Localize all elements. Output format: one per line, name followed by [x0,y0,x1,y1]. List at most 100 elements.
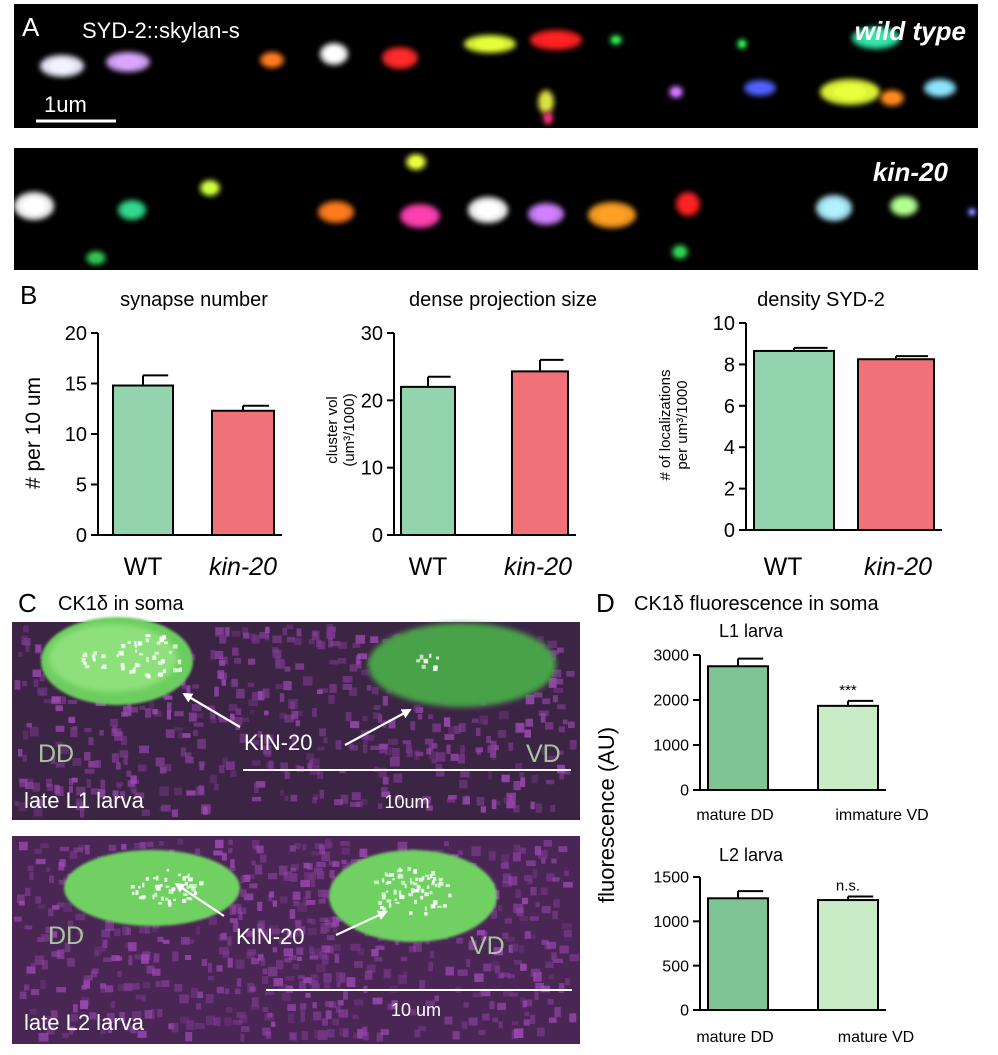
y-axis-label: cluster vol [324,396,341,464]
y-tick-label: 0 [76,525,87,547]
signal-noise [491,754,497,760]
speck [392,878,395,881]
signal-noise [332,1018,339,1026]
speck [120,663,125,667]
signal-noise [133,842,143,849]
speck [160,659,165,664]
signal-noise [524,999,533,1007]
speck [179,667,182,672]
signal-noise [251,760,261,766]
signal-noise [273,978,283,987]
signal-noise [435,768,445,777]
signal-noise [232,647,239,656]
signal-noise [348,687,358,696]
signal-noise [427,714,434,720]
signal-noise [224,1017,232,1026]
signal-noise [293,900,299,907]
bar [817,704,879,791]
signal-noise [35,798,43,808]
bar [753,349,835,531]
signal-noise [566,670,575,677]
punctum-core [545,114,551,122]
signal-noise [281,992,291,1002]
signal-noise [400,956,408,962]
signal-noise [151,925,158,933]
bar [707,665,769,791]
speck [399,894,405,899]
signal-noise [312,707,317,718]
signal-noise [39,673,45,682]
signal-noise [322,1018,328,1026]
signal-noise [302,844,307,851]
signal-noise [457,850,463,856]
signal-noise [360,798,368,806]
signal-noise [285,976,295,981]
signal-noise [558,846,568,853]
kin20-arrow [174,882,225,917]
signal-noise [431,759,437,764]
x-label-mature-dd: mature DD [696,807,773,824]
punctum-core [885,93,899,103]
signal-noise [553,899,560,908]
signal-noise [135,994,146,1000]
signal-noise [288,699,299,709]
signal-noise [235,959,245,969]
scale-bar-label: 10 um [391,1000,441,1020]
chart-synapse-number: synapse number # per 10 um 0 5 10 15 20 WT k… [22,289,282,581]
signal-noise [519,915,528,922]
signal-noise [519,772,524,778]
signal-noise [384,969,391,977]
signal-noise [479,715,489,724]
y-axis-label: fluorescence (AU) [594,727,619,903]
panel-d: D CK1δ fluorescence in soma fluorescence… [594,588,929,1046]
speck [155,887,161,891]
speck [407,867,412,872]
signal-noise [524,931,531,939]
signal-noise [235,708,242,715]
vd-label: VD [526,740,561,768]
signal-noise [227,936,232,946]
signal-noise [145,925,151,934]
signal-noise [271,647,279,653]
signal-noise [30,962,36,968]
signal-noise [137,1030,147,1038]
signal-noise [155,981,161,987]
signal-noise [236,1011,246,1019]
signal-noise [563,929,572,938]
signal-noise [260,957,266,966]
signal-noise [534,990,539,1000]
punctum-core [410,157,422,167]
speck [91,654,95,659]
signal-noise [317,1030,328,1041]
signal-noise [185,1031,193,1042]
signal-noise [428,751,439,760]
signal-noise [18,652,23,657]
signal-noise [257,731,263,738]
signal-noise [174,787,183,796]
signal-noise [305,890,311,899]
signal-noise [417,713,423,720]
signal-noise [294,842,301,850]
signal-noise [435,763,443,771]
speck [145,638,150,643]
signal-noise [35,858,46,865]
signal-noise [119,1012,126,1022]
signal-noise [414,750,420,760]
signal-noise [562,923,572,929]
signal-noise [282,627,288,636]
signal-noise [392,747,400,758]
signal-noise [443,841,449,847]
signal-noise [186,1020,195,1030]
signal-noise [490,745,499,751]
signal-noise [264,1013,275,1021]
signal-noise [262,1006,269,1012]
signal-noise [498,1021,503,1029]
speck [127,641,131,644]
signal-noise [520,777,526,788]
signal-noise [320,926,328,934]
signal-noise [37,937,45,942]
signal-noise [229,918,238,923]
signal-noise [363,737,368,746]
signal-noise [22,730,29,740]
signal-noise [356,801,363,808]
